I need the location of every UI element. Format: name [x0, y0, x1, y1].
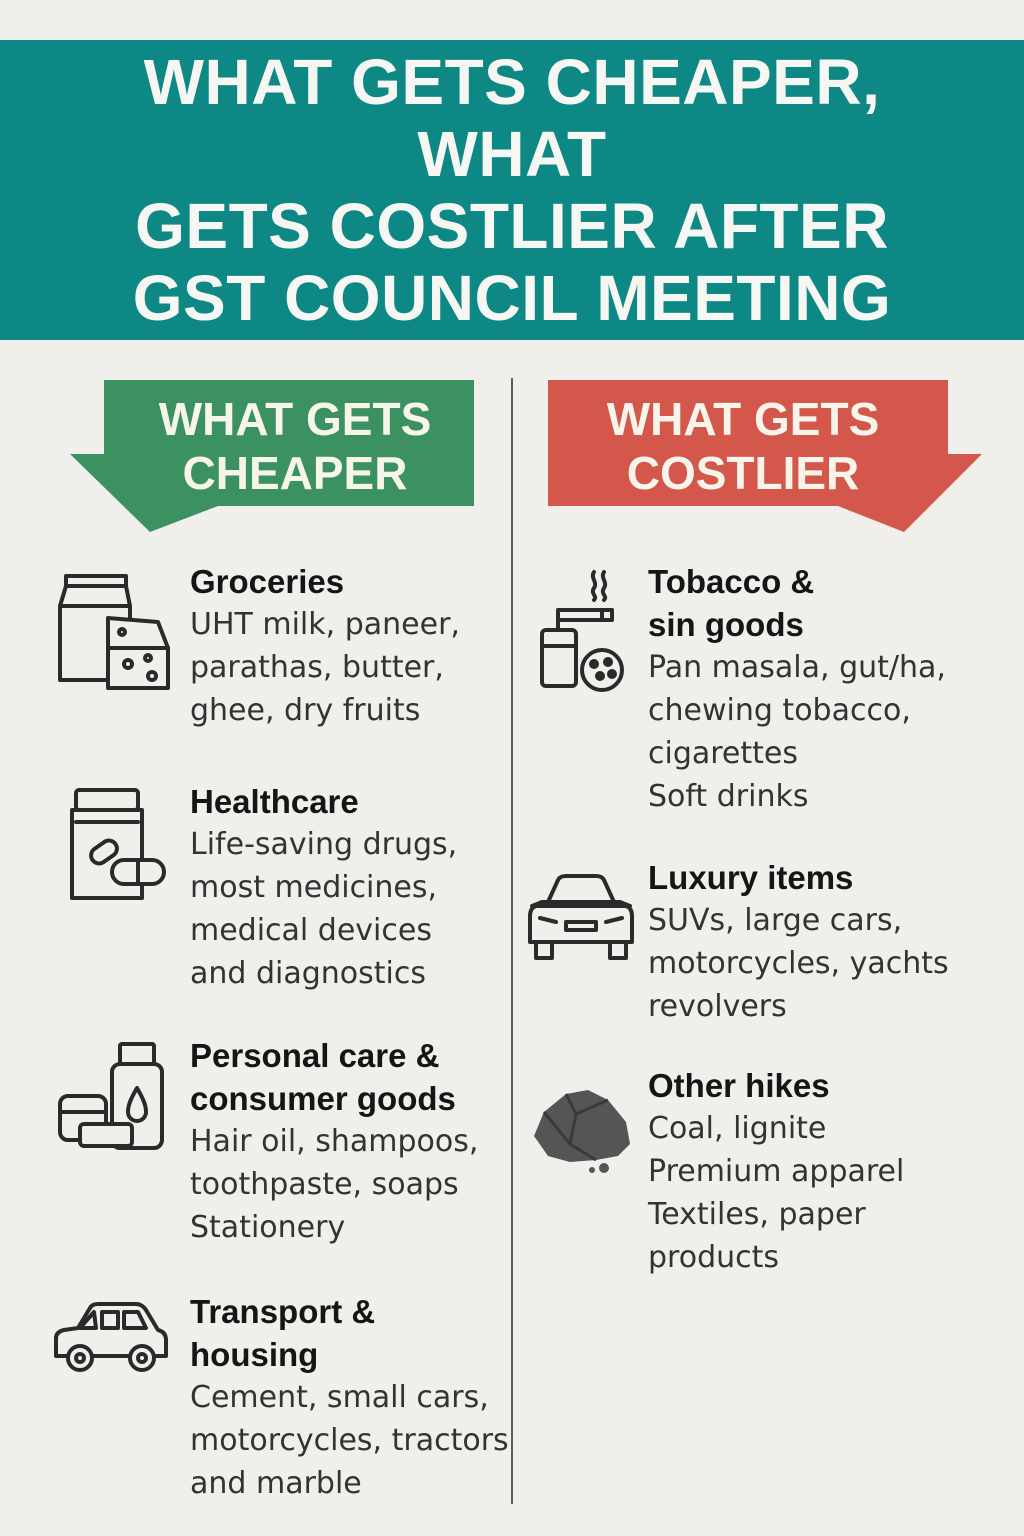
- desc-line: products: [648, 1240, 780, 1275]
- desc-line: most medicines,: [190, 870, 438, 905]
- item-title: Transport & housing: [190, 1290, 509, 1376]
- medicine-jar-icon: [62, 786, 172, 910]
- item-title: Other hikes: [648, 1067, 830, 1104]
- page-title: WHAT GETS CHEAPER, WHAT GETS COSTLIER AF…: [62, 46, 962, 334]
- desc-line: medical devices: [190, 913, 432, 948]
- desc-line: toothpaste, soaps: [190, 1167, 459, 1202]
- desc-line: ghee, dry fruits: [190, 693, 421, 728]
- desc-line: Coal, lignite: [648, 1111, 827, 1146]
- desc-line: Cement, small cars,: [190, 1380, 489, 1415]
- item-title: Luxury items: [648, 859, 854, 896]
- costlier-banner-label: WHAT GETS COSTLIER: [568, 392, 918, 500]
- item-description: Pan masala, gut/ha, chewing tobacco, cig…: [648, 646, 946, 818]
- desc-line: and diagnostics: [190, 956, 427, 991]
- down-arrow-banner-red: [548, 380, 982, 532]
- title-line: WHAT GETS CHEAPER, WHAT: [143, 46, 881, 190]
- cheaper-banner-label: WHAT GETS CHEAPER: [140, 392, 450, 500]
- header-banner: WHAT GETS CHEAPER, WHAT GETS COSTLIER AF…: [0, 40, 1024, 340]
- item-description: Cement, small cars, motorcycles, tractor…: [190, 1376, 509, 1505]
- desc-line: Textiles, paper: [648, 1197, 866, 1232]
- desc-line: Hair oil, shampoos,: [190, 1124, 479, 1159]
- cheaper-banner: WHAT GETS CHEAPER: [70, 380, 474, 532]
- item-title: Healthcare: [190, 783, 359, 820]
- title-line: GETS COSTLIER AFTER: [135, 190, 889, 262]
- item-title: Tobacco & sin goods: [648, 560, 946, 646]
- desc-line: cigarettes: [648, 736, 798, 771]
- desc-line: motorcycles, tractors: [190, 1423, 509, 1458]
- personal-care-icon: [56, 1038, 166, 1154]
- coal-icon: [530, 1084, 634, 1178]
- item-description: Hair oil, shampoos, toothpaste, soaps St…: [190, 1120, 478, 1249]
- desc-line: chewing tobacco,: [648, 693, 911, 728]
- desc-line: and marble: [190, 1466, 362, 1501]
- desc-line: Life-saving drugs,: [190, 827, 458, 862]
- banner-line: CHEAPER: [182, 447, 408, 499]
- item-description: SUVs, large cars, motorcycles, yachts re…: [648, 899, 949, 1028]
- desc-line: SUVs, large cars,: [648, 903, 903, 938]
- desc-line: Soft drinks: [648, 779, 809, 814]
- banner-line: COSTLIER: [626, 447, 860, 499]
- title-line: sin goods: [648, 606, 804, 643]
- item-description: UHT milk, paneer, parathas, butter, ghee…: [190, 603, 460, 732]
- item-description: Life-saving drugs, most medicines, medic…: [190, 823, 457, 995]
- desc-line: Premium apparel: [648, 1154, 905, 1189]
- desc-line: parathas, butter,: [190, 650, 444, 685]
- title-line: Tobacco &: [648, 563, 815, 600]
- car-icon: [50, 1300, 170, 1380]
- desc-line: motorcycles, yachts: [648, 946, 949, 981]
- desc-line: Stationery: [190, 1210, 346, 1245]
- desc-line: Pan masala, gut/ha,: [648, 650, 946, 685]
- item-title: Personal care & consumer goods: [190, 1034, 478, 1120]
- column-divider: [511, 378, 513, 1504]
- banner-line: WHAT GETS: [158, 393, 432, 445]
- title-line: Transport &: [190, 1293, 376, 1330]
- title-line: housing: [190, 1336, 319, 1373]
- tobacco-icon: [536, 566, 632, 696]
- desc-line: UHT milk, paneer,: [190, 607, 460, 642]
- desc-line: revolvers: [648, 989, 787, 1024]
- item-title: Groceries: [190, 563, 345, 600]
- banner-line: WHAT GETS: [606, 393, 880, 445]
- costlier-banner: WHAT GETS COSTLIER: [548, 380, 982, 532]
- title-line: consumer goods: [190, 1080, 456, 1117]
- title-line: Personal care &: [190, 1037, 440, 1074]
- grocery-icon: [56, 566, 172, 696]
- down-arrow-banner-green: [70, 380, 474, 532]
- title-line: GST COUNCIL MEETING: [132, 262, 892, 334]
- item-description: Coal, lignite Premium apparel Textiles, …: [648, 1107, 904, 1279]
- luxury-car-icon: [526, 872, 636, 968]
